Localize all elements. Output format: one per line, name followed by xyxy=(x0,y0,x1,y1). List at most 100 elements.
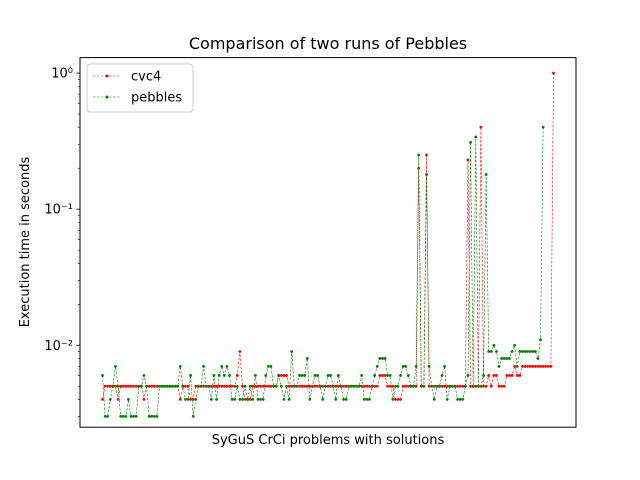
point-cvc4 xyxy=(365,384,369,388)
point-cvc4 xyxy=(254,384,257,388)
point-cvc4 xyxy=(142,398,146,401)
point-pebbles xyxy=(440,374,444,377)
point-pebbles xyxy=(272,384,275,388)
point-cvc4 xyxy=(386,384,390,388)
point-cvc4 xyxy=(261,384,265,388)
point-pebbles xyxy=(484,173,488,176)
y-axis-label: Execution time in seconds xyxy=(18,157,33,328)
chart-title: Comparison of two runs of Pebbles xyxy=(189,34,467,53)
point-pebbles xyxy=(458,398,462,401)
point-pebbles xyxy=(147,415,151,418)
point-cvc4 xyxy=(344,384,348,388)
point-pebbles xyxy=(331,384,335,388)
point-pebbles xyxy=(497,364,501,368)
point-pebbles xyxy=(414,364,418,368)
point-pebbles xyxy=(313,374,317,377)
point-cvc4 xyxy=(362,384,366,388)
point-pebbles xyxy=(375,364,379,368)
point-pebbles xyxy=(248,384,252,388)
point-pebbles xyxy=(295,384,299,388)
point-cvc4 xyxy=(544,364,548,368)
point-pebbles xyxy=(370,384,374,388)
point-pebbles xyxy=(531,350,535,353)
point-pebbles xyxy=(251,398,255,401)
point-pebbles xyxy=(305,357,309,360)
point-pebbles xyxy=(139,384,143,388)
point-cvc4 xyxy=(336,384,340,388)
point-pebbles xyxy=(124,415,128,418)
point-cvc4 xyxy=(269,384,273,388)
point-pebbles xyxy=(396,384,400,388)
point-pebbles xyxy=(199,384,203,388)
point-pebbles xyxy=(456,398,459,401)
point-pebbles xyxy=(225,364,229,368)
point-pebbles xyxy=(355,384,358,388)
point-pebbles xyxy=(285,384,288,388)
point-pebbles xyxy=(103,415,107,418)
point-pebbles xyxy=(290,350,294,353)
point-cvc4 xyxy=(368,384,371,388)
point-cvc4 xyxy=(194,384,198,388)
point-pebbles xyxy=(222,374,226,377)
point-pebbles xyxy=(142,374,146,377)
point-pebbles xyxy=(269,364,273,368)
point-pebbles xyxy=(412,384,415,388)
legend-label-pebbles: pebbles xyxy=(131,91,182,106)
point-pebbles xyxy=(381,357,384,360)
point-cvc4 xyxy=(321,384,325,388)
point-cvc4 xyxy=(251,384,255,388)
point-pebbles xyxy=(184,398,187,401)
point-cvc4 xyxy=(147,384,151,388)
point-cvc4 xyxy=(549,364,553,368)
point-pebbles xyxy=(329,374,332,377)
point-cvc4 xyxy=(225,384,229,388)
point-cvc4 xyxy=(106,384,110,388)
point-cvc4 xyxy=(209,384,213,388)
point-pebbles xyxy=(165,384,169,388)
point-pebbles xyxy=(207,384,211,388)
point-cvc4 xyxy=(298,384,301,388)
point-pebbles xyxy=(451,384,454,388)
point-pebbles xyxy=(443,364,447,368)
point-pebbles xyxy=(189,374,193,377)
point-pebbles xyxy=(282,398,286,401)
point-cvc4 xyxy=(526,364,529,368)
point-pebbles xyxy=(362,398,366,401)
point-pebbles xyxy=(119,415,123,418)
point-pebbles xyxy=(541,125,545,129)
point-cvc4 xyxy=(342,384,345,388)
point-cvc4 xyxy=(492,374,496,377)
point-cvc4 xyxy=(259,384,263,388)
point-pebbles xyxy=(127,398,130,401)
point-pebbles xyxy=(528,350,532,353)
point-pebbles xyxy=(419,384,423,388)
point-cvc4 xyxy=(484,384,488,388)
point-cvc4 xyxy=(290,384,294,388)
point-pebbles xyxy=(388,374,392,377)
point-cvc4 xyxy=(230,384,234,388)
point-pebbles xyxy=(101,374,104,377)
point-cvc4 xyxy=(528,364,532,368)
point-pebbles xyxy=(300,374,304,377)
point-pebbles xyxy=(502,357,506,360)
point-pebbles xyxy=(134,415,138,418)
point-pebbles xyxy=(365,398,369,401)
point-pebbles xyxy=(279,384,283,388)
point-cvc4 xyxy=(505,374,509,377)
point-cvc4 xyxy=(541,364,545,368)
point-pebbles xyxy=(217,374,221,377)
point-pebbles xyxy=(513,343,517,347)
point-pebbles xyxy=(515,364,519,368)
point-pebbles xyxy=(186,398,190,401)
point-pebbles xyxy=(158,384,161,388)
point-pebbles xyxy=(505,357,509,360)
point-pebbles xyxy=(191,415,195,418)
point-pebbles xyxy=(360,374,364,377)
point-pebbles xyxy=(212,374,216,377)
point-cvc4 xyxy=(303,384,307,388)
point-pebbles xyxy=(129,415,133,418)
point-cvc4 xyxy=(479,125,483,129)
point-pebbles xyxy=(482,374,485,377)
series-pebbles xyxy=(101,125,545,418)
point-pebbles xyxy=(121,415,125,418)
